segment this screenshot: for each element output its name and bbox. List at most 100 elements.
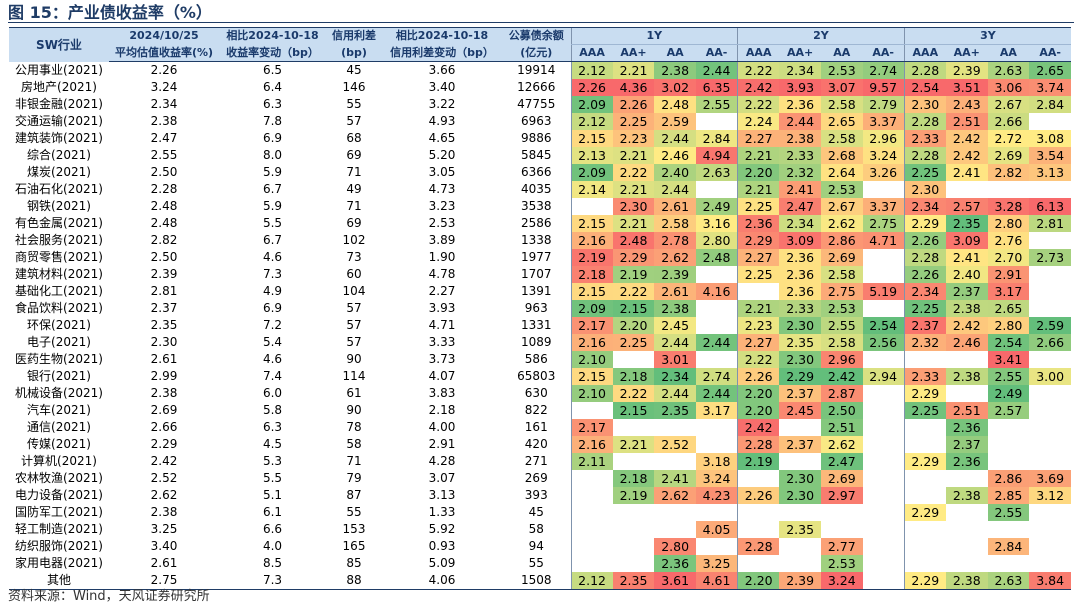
table-row: 建筑材料(2021) 2.39 7.3 60 4.78 1707 2.18 2.19 2.39 2… — [9, 266, 1071, 283]
yield-cell: 2.26 — [737, 368, 780, 385]
yield-cell — [737, 470, 780, 487]
yield-cell: 2.46 — [945, 334, 988, 351]
yield-cell: 2.38 — [945, 487, 988, 504]
industry-name: 钢铁(2021) — [27, 199, 91, 213]
credit-spread: 58 — [346, 437, 362, 451]
yield-cell: 3.02 — [654, 79, 696, 96]
credit-spread: 68 — [346, 131, 362, 145]
yield-change: 7.3 — [262, 267, 283, 281]
credit-spread: 60 — [346, 267, 362, 281]
yield-cell — [570, 402, 613, 419]
avg-yield: 2.69 — [150, 403, 178, 417]
yield-cell: 2.27 — [737, 334, 780, 351]
yield-cell: 2.15 — [570, 368, 613, 385]
yield-change: 7.8 — [262, 114, 283, 128]
spread-change: 4.00 — [428, 420, 456, 434]
table-row: 其他 2.75 7.3 88 4.06 1508 2.12 2.35 3.61 4.61 2.20 2… — [9, 572, 1071, 590]
yield-cell — [1029, 436, 1071, 453]
spread-change: 3.66 — [428, 63, 456, 77]
yield-cell — [903, 470, 946, 487]
yield-cell: 2.38 — [945, 300, 988, 317]
yield-cell — [863, 538, 905, 555]
yield-cell: 3.24 — [695, 470, 738, 487]
yield-cell: 2.36 — [779, 249, 821, 266]
yield-cell: 2.62 — [654, 487, 696, 504]
yield-cell — [946, 521, 988, 538]
yield-cell: 2.37 — [945, 436, 988, 453]
yield-cell: 4.61 — [695, 572, 738, 590]
header-rating: AAA — [737, 44, 780, 62]
yield-cell: 2.29 — [612, 249, 655, 266]
yield-change: 6.5 — [262, 63, 283, 77]
outstanding-amount: 822 — [524, 403, 548, 417]
credit-spread: 57 — [346, 318, 362, 332]
industry-name: 煤炭(2021) — [27, 165, 91, 179]
yield-cell: 2.18 — [570, 266, 613, 283]
table-row: 房地产(2021) 3.24 6.4 146 3.40 12666 2.26 4.36 3.02… — [9, 79, 1071, 96]
yield-cell — [1029, 385, 1071, 402]
yield-cell: 2.29 — [903, 572, 946, 590]
avg-yield: 3.24 — [150, 80, 178, 94]
yield-cell — [696, 266, 738, 283]
yield-cell: 2.37 — [779, 436, 821, 453]
avg-yield: 2.61 — [150, 556, 178, 570]
yield-cell: 2.26 — [737, 487, 780, 504]
spread-change: 4.07 — [428, 369, 456, 383]
yield-cell: 2.38 — [779, 130, 821, 147]
yield-change: 4.0 — [262, 539, 283, 553]
industry-name: 机械设备(2021) — [15, 386, 103, 400]
yield-cell: 4.36 — [612, 79, 655, 96]
yield-cell: 3.61 — [654, 572, 696, 590]
yield-cell: 2.63 — [695, 164, 738, 181]
spread-change: 5.92 — [428, 522, 456, 536]
industry-name: 纺织服饰(2021) — [15, 539, 103, 553]
yield-cell — [779, 453, 821, 470]
yield-cell — [821, 521, 863, 538]
yield-cell — [946, 555, 988, 572]
yield-cell: 2.28 — [903, 61, 946, 79]
yield-cell: 2.15 — [570, 283, 613, 300]
industry-name: 社会服务(2021) — [15, 233, 103, 247]
header-industry: SW行业 — [9, 27, 109, 62]
yield-cell — [696, 317, 738, 334]
yield-cell: 2.42 — [945, 147, 988, 164]
yield-change: 5.4 — [262, 335, 283, 349]
yield-cell: 2.51 — [820, 419, 863, 436]
yield-cell — [696, 436, 738, 453]
yield-cell — [1029, 402, 1071, 419]
credit-spread: 88 — [326, 572, 382, 590]
yield-cell — [821, 504, 863, 521]
yield-cell: 3.08 — [1029, 130, 1071, 147]
table-row: 传媒(2021) 2.29 4.5 58 2.91 420 2.16 2.21 2.52 2.28… — [9, 436, 1071, 453]
yield-cell: 2.54 — [862, 317, 905, 334]
yield-cell: 2.30 — [903, 96, 946, 113]
industry-name: 电力设备(2021) — [15, 488, 103, 502]
yield-cell: 2.96 — [820, 351, 863, 368]
credit-spread: 45 — [346, 63, 362, 77]
credit-spread: 146 — [342, 80, 366, 94]
header-rating: AA+ — [612, 44, 655, 62]
header-rating: AAA — [570, 44, 613, 62]
industry-name: 建筑材料(2021) — [15, 267, 103, 281]
yield-cell: 2.58 — [820, 96, 863, 113]
yield-cell: 2.33 — [779, 300, 821, 317]
yield-cell — [988, 436, 1030, 453]
yield-cell — [654, 521, 696, 538]
spread-change: 3.83 — [428, 386, 456, 400]
yield-cell — [570, 487, 613, 504]
yield-cell — [903, 521, 946, 538]
title-underline — [8, 22, 1074, 23]
yield-cell — [903, 436, 946, 453]
yield-cell — [570, 538, 613, 555]
yield-cell: 2.97 — [820, 487, 863, 504]
outstanding-amount: 12666 — [517, 80, 556, 94]
avg-yield: 2.82 — [150, 233, 178, 247]
avg-yield: 2.47 — [150, 131, 178, 145]
yield-cell: 2.09 — [570, 96, 613, 113]
industry-name: 有色金属(2021) — [15, 216, 103, 230]
credit-spread: 104 — [342, 284, 366, 298]
outstanding-amount: 45 — [528, 505, 544, 519]
yield-cell: 2.20 — [737, 402, 780, 419]
yield-cell — [613, 555, 655, 572]
header-date: 2024/10/25 — [109, 27, 219, 45]
